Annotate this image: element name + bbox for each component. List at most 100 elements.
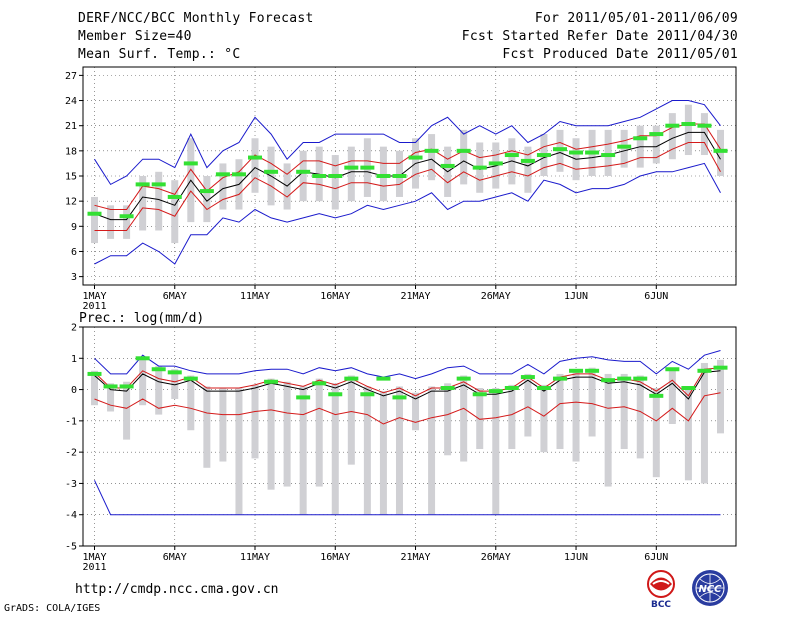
ensemble-box <box>524 146 532 193</box>
observed-marker <box>312 381 327 386</box>
ensemble-box <box>123 381 131 440</box>
observed-marker <box>151 182 166 187</box>
y-tick-label: -4 <box>65 510 77 521</box>
ensemble-box <box>139 358 147 406</box>
observed-marker <box>520 158 535 163</box>
observed-marker <box>376 376 391 381</box>
ensemble-box <box>652 125 660 164</box>
ensemble-box <box>556 373 564 450</box>
observed-marker <box>248 155 263 160</box>
observed-marker <box>472 165 487 170</box>
y-tick-label: -3 <box>65 479 77 490</box>
chart-title: DERF/NCC/BCC Monthly Forecast <box>78 11 314 26</box>
ensemble-box <box>315 378 323 487</box>
ensemble-min-line <box>94 480 721 516</box>
plot-frame <box>82 66 737 286</box>
observed-marker <box>440 386 455 391</box>
observed-marker <box>167 194 182 199</box>
ensemble-box <box>203 176 211 223</box>
ensemble-box <box>444 383 452 456</box>
panel-temperature: 3 6 9 12 15 18 21 24 27 1MAY 6MAY 11MAY 16MAY 21MAY 26… <box>65 66 737 312</box>
ensemble-box <box>299 150 307 202</box>
y-tick-label: -1 <box>65 416 77 427</box>
observed-marker <box>649 393 664 398</box>
ensemble-max-line <box>94 100 721 186</box>
y-tick-label: 12 <box>65 197 77 208</box>
y-tick-label: 9 <box>71 222 77 233</box>
ensemble-box <box>251 138 259 193</box>
observed-marker <box>665 123 680 128</box>
ensemble-box <box>219 163 227 210</box>
observed-marker <box>296 395 311 400</box>
y-tick-label: 2 <box>71 323 77 334</box>
observed-marker <box>520 375 535 380</box>
observed-marker <box>633 376 648 381</box>
ensemble-box <box>219 388 227 462</box>
observed-marker <box>633 136 648 141</box>
ensemble-min-line <box>94 162 721 265</box>
ensemble-box <box>91 196 98 244</box>
ensemble-box <box>155 366 163 415</box>
x-tick-label: 11MAY <box>240 291 270 302</box>
y-tick-label: 15 <box>65 172 77 183</box>
ensemble-mean-line <box>94 370 721 400</box>
observed-marker <box>215 172 230 177</box>
bcc-logo-text: BCC <box>651 600 671 609</box>
observed-marker <box>344 165 359 170</box>
ensemble-box <box>428 134 436 181</box>
ensemble-box <box>636 375 644 459</box>
ensemble-box <box>717 359 724 434</box>
ensemble-box <box>588 367 596 437</box>
observed-marker <box>344 376 359 381</box>
observed-marker <box>199 189 214 194</box>
ensemble-box <box>572 369 580 462</box>
ensemble-box <box>139 176 147 231</box>
observed-marker <box>440 163 455 168</box>
ensemble-box <box>283 381 291 487</box>
observed-marker <box>328 174 343 178</box>
ncc-logo: NCC <box>692 570 728 606</box>
observed-marker <box>552 376 567 381</box>
plot-frame <box>82 326 737 547</box>
x-tick-label: 1MAY <box>82 552 106 563</box>
observed-marker <box>569 150 584 155</box>
observed-marker <box>424 148 439 153</box>
observed-marker <box>456 376 471 381</box>
observed-marker <box>472 392 487 397</box>
observed-marker <box>360 392 375 397</box>
x-tick-label: 16MAY <box>320 552 350 563</box>
y-tick-label: 24 <box>65 96 77 107</box>
ensemble-box <box>91 370 98 406</box>
observed-marker <box>103 384 118 389</box>
observed-marker <box>601 153 616 158</box>
ensemble-max-line <box>94 350 721 380</box>
ensemble-box <box>684 388 692 481</box>
x-tick-label: 6MAY <box>163 552 187 563</box>
observed-marker <box>504 153 519 158</box>
ensemble-box <box>652 388 660 478</box>
y-tick-label: -2 <box>65 448 77 459</box>
observed-marker <box>296 169 311 174</box>
observed-marker <box>681 386 696 391</box>
ensemble-box <box>460 129 468 185</box>
source-url[interactable]: http://cmdp.ncc.cma.gov.cn <box>75 582 279 597</box>
ensemble-box <box>379 391 387 515</box>
ensemble-box <box>171 180 179 244</box>
ncc-logo-text: NCC <box>698 584 722 595</box>
ensemble-box <box>379 146 387 202</box>
member-size: Member Size=40 <box>78 29 192 44</box>
x-tick-label: 1JUN <box>564 552 588 563</box>
produced-date: Fcst Produced Date 2011/05/01 <box>502 47 738 62</box>
forecast-period: For 2011/05/01-2011/06/09 <box>534 11 738 26</box>
y-tick-label: 1 <box>71 354 77 365</box>
ensemble-box <box>395 150 403 197</box>
observed-marker <box>231 172 246 177</box>
ensemble-box <box>107 383 115 412</box>
observed-marker <box>617 376 632 381</box>
x-tick-label: 21MAY <box>400 291 430 302</box>
ensemble-box <box>187 375 195 431</box>
observed-marker <box>536 386 551 391</box>
observed-marker <box>488 389 503 394</box>
